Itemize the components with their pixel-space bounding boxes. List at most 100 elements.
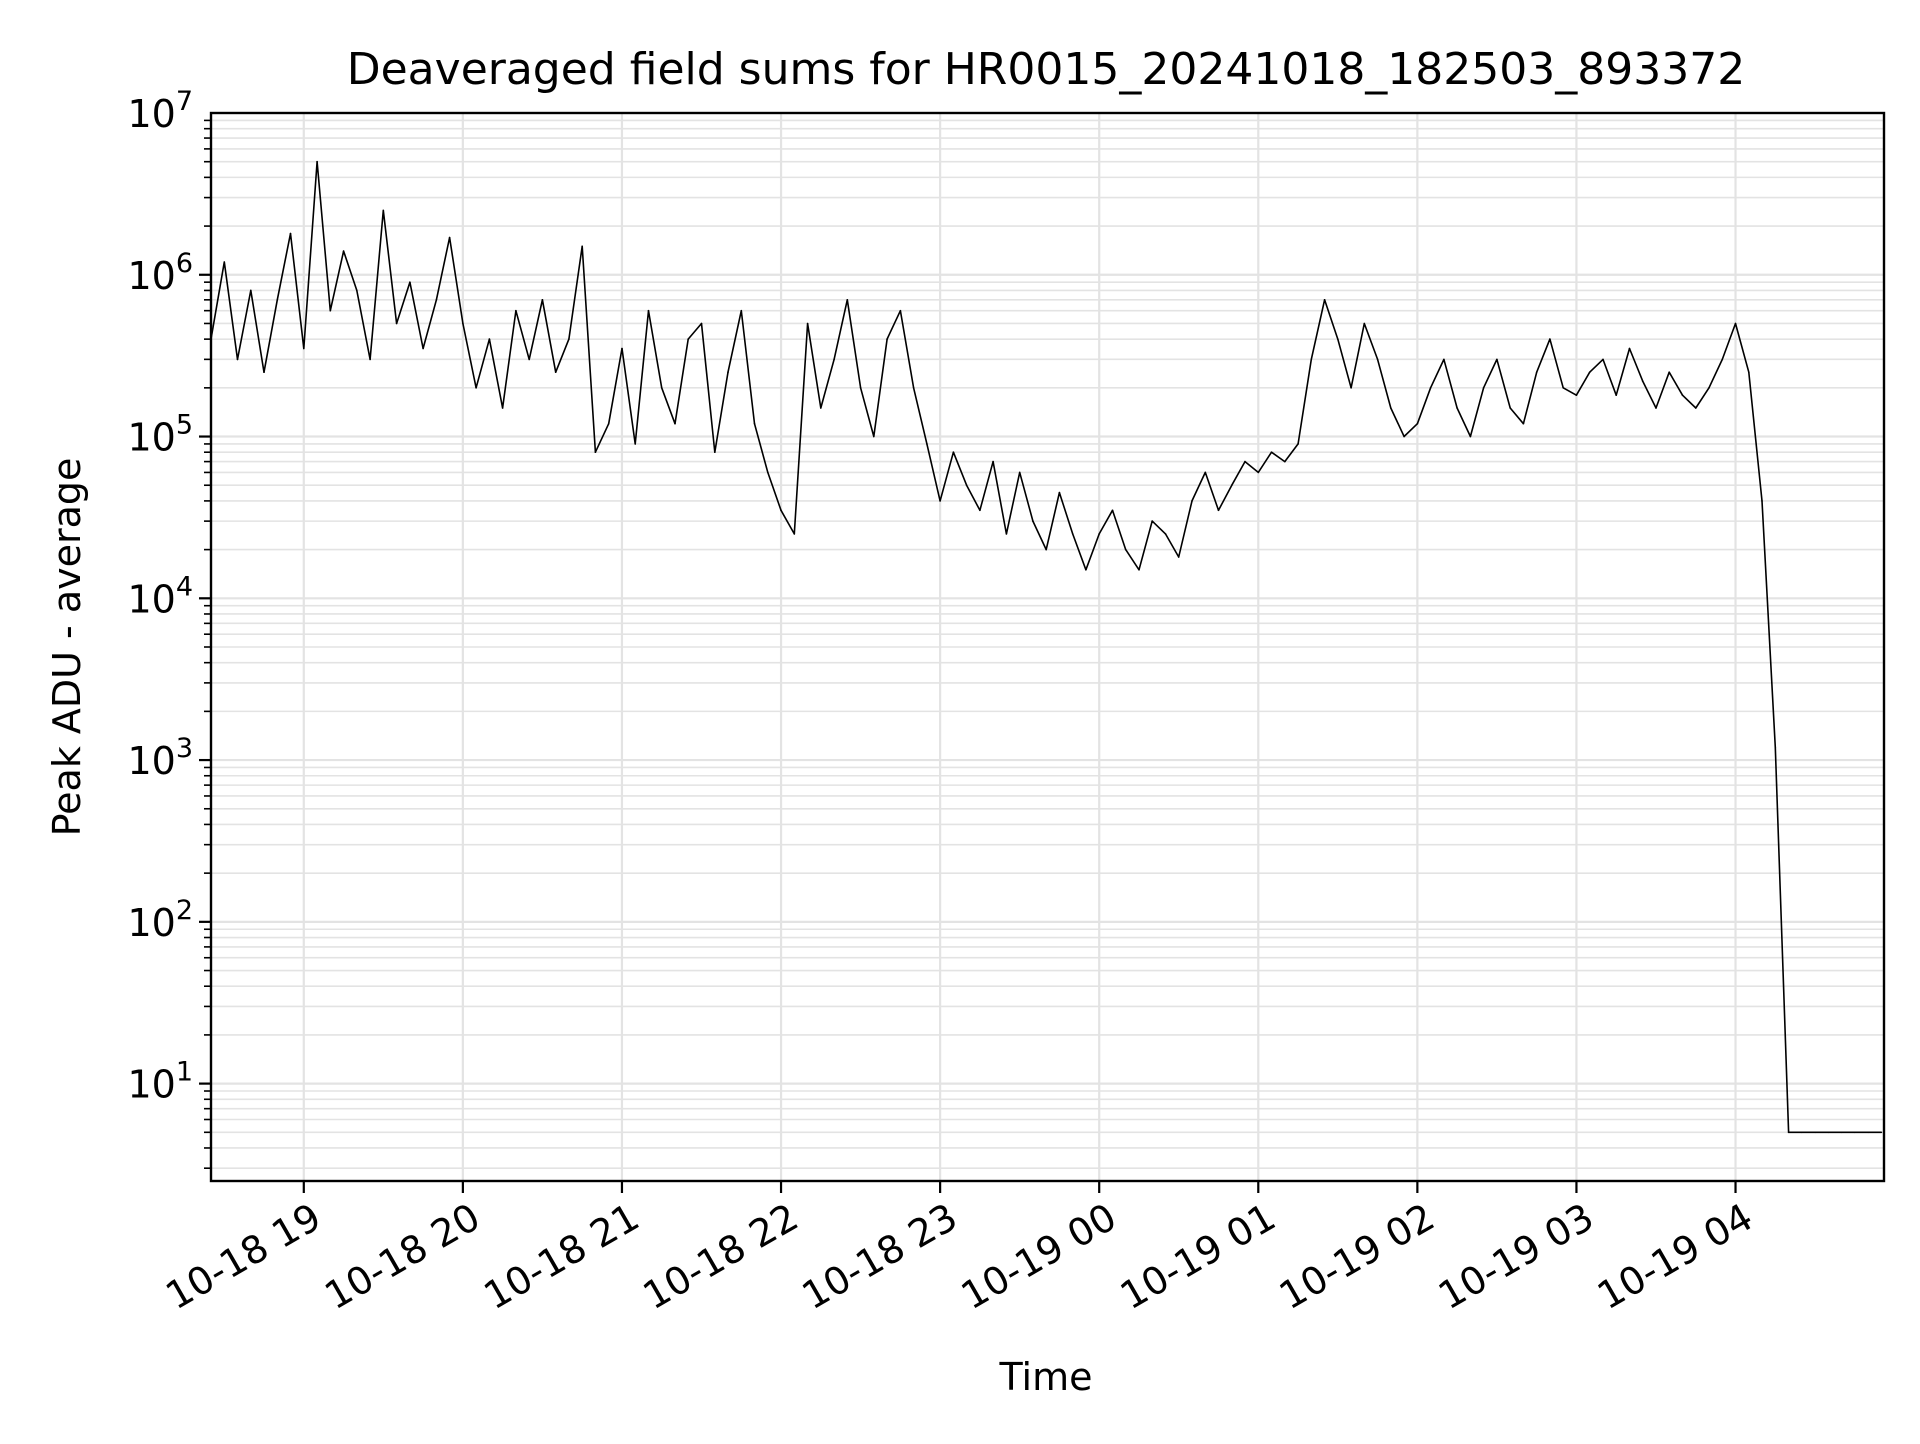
data-point (1774, 746, 1777, 749)
data-point (422, 347, 424, 350)
data-point (1098, 533, 1100, 535)
chart-title: Deaveraged field sums for HR0015_2024101… (347, 44, 1746, 95)
y-tick-base: 10 (127, 739, 175, 783)
data-point (1721, 358, 1724, 361)
data-point (1443, 358, 1445, 361)
data-point (1151, 520, 1153, 522)
axis-ticks (199, 119, 1737, 1193)
data-point (1708, 387, 1710, 389)
data-point (607, 422, 610, 425)
y-tick-label: 101 (127, 1057, 193, 1107)
data-point (316, 160, 318, 163)
data-point (462, 322, 464, 325)
y-tick-exponent: 3 (176, 733, 193, 764)
y-tick-base: 10 (127, 901, 175, 945)
grid-lines (211, 113, 1884, 1181)
data-point (1814, 1131, 1816, 1134)
data-point (1695, 407, 1697, 409)
data-point (382, 209, 385, 212)
series-layer (210, 160, 1883, 1134)
y-tick-base: 10 (127, 92, 175, 136)
data-point (912, 387, 915, 389)
data-point (714, 451, 716, 454)
data-point (1058, 491, 1061, 494)
data-point (1588, 371, 1591, 374)
data-point (475, 387, 477, 389)
data-point (1257, 471, 1260, 474)
data-point (1270, 451, 1273, 454)
data-point (1827, 1131, 1830, 1134)
data-point (1840, 1131, 1843, 1134)
data-point (1469, 435, 1472, 438)
x-tick-label: 10-19 00 (954, 1195, 1124, 1319)
data-point (1124, 548, 1127, 551)
data-point (1164, 533, 1167, 535)
y-tick-exponent: 6 (176, 248, 193, 279)
data-point (1177, 556, 1180, 558)
data-point (250, 289, 252, 292)
x-tick-label: 10-18 21 (476, 1195, 646, 1319)
data-point (1071, 533, 1074, 535)
data-point (528, 358, 530, 361)
data-point (263, 371, 265, 374)
data-point (1535, 371, 1538, 374)
data-point (409, 281, 411, 284)
data-point (833, 358, 835, 361)
y-tick-exponent: 5 (176, 410, 193, 441)
data-point (793, 533, 796, 535)
x-tick-label: 10-18 22 (636, 1195, 806, 1319)
data-point (647, 309, 650, 312)
data-point (965, 484, 968, 487)
data-point (1032, 520, 1034, 522)
data-point (1748, 371, 1750, 374)
y-tick-base: 10 (127, 1063, 175, 1107)
data-point (1310, 358, 1313, 361)
x-tick-label: 10-18 19 (158, 1195, 328, 1319)
data-point (1138, 569, 1140, 571)
data-point (342, 250, 345, 252)
data-point (1867, 1131, 1869, 1134)
y-tick-exponent: 7 (176, 86, 193, 117)
data-point (634, 443, 636, 445)
data-point (926, 443, 928, 445)
data-point (329, 309, 332, 312)
data-point (1655, 407, 1657, 409)
data-point (1602, 358, 1604, 361)
y-axis-label: Peak ADU - average (45, 458, 89, 837)
data-point (700, 322, 703, 325)
data-point (952, 451, 955, 454)
data-point (594, 451, 597, 454)
data-point (1549, 338, 1551, 340)
data-point (979, 509, 981, 512)
data-point (1575, 394, 1578, 397)
data-point (806, 322, 809, 325)
data-point (1323, 299, 1326, 301)
data-point (488, 338, 491, 340)
data-point (1522, 422, 1525, 425)
x-tick-label: 10-18 23 (795, 1195, 965, 1319)
data-point (992, 460, 994, 463)
data-point (1111, 509, 1114, 512)
data-point (1456, 407, 1458, 409)
data-point (1429, 387, 1432, 389)
data-point (1363, 322, 1366, 325)
data-point (1297, 443, 1299, 445)
data-point (1390, 407, 1392, 409)
x-tick-label: 10-19 02 (1272, 1195, 1442, 1319)
data-point (846, 299, 849, 301)
data-point (859, 387, 862, 389)
data-point (1191, 500, 1193, 502)
data-point (581, 245, 583, 248)
data-point (1562, 387, 1564, 389)
y-tick-base: 10 (127, 577, 175, 621)
data-point (1761, 500, 1763, 502)
data-point (1854, 1131, 1856, 1134)
data-point (303, 347, 305, 350)
data-point (687, 338, 689, 340)
x-tick-label: 10-18 20 (317, 1195, 487, 1319)
y-tick-base: 10 (127, 254, 175, 298)
